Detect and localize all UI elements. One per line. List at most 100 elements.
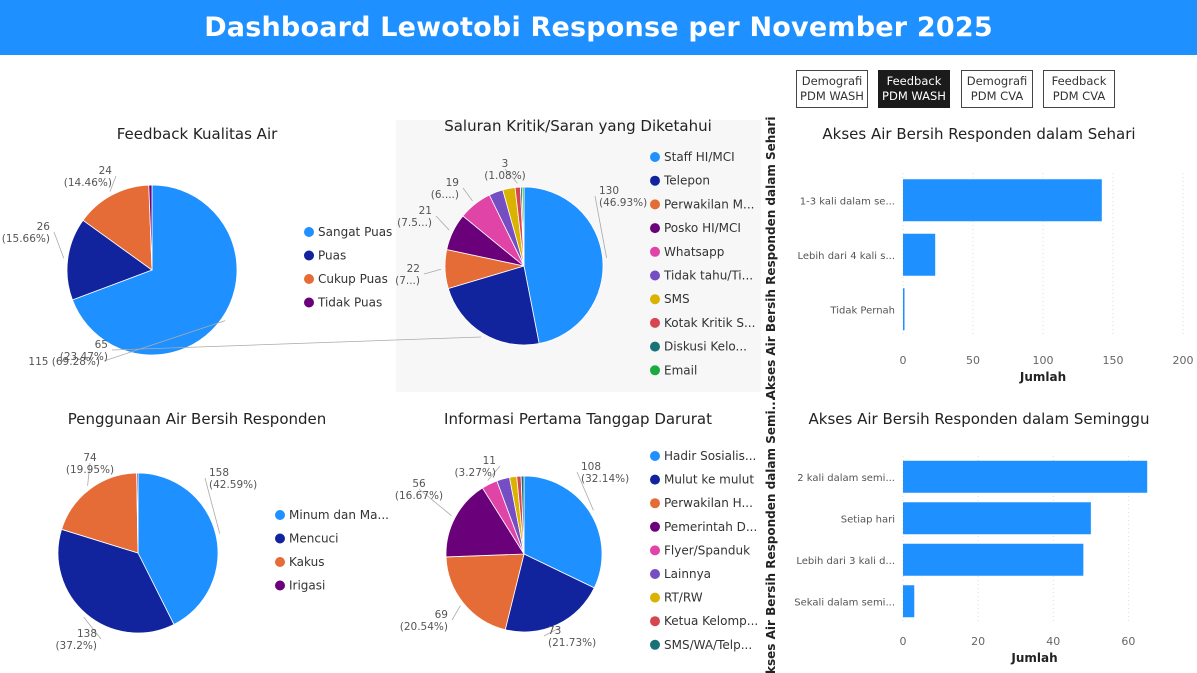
bar[interactable] [903, 543, 1084, 576]
legend-marker [275, 510, 285, 520]
data-label: 3 (1.08%) [484, 158, 526, 182]
category-label: Lebih dari 4 kali s... [798, 251, 896, 262]
bar[interactable] [903, 288, 905, 331]
legend-label[interactable]: Diskusi Kelo... [664, 340, 747, 354]
leader-line [87, 462, 91, 486]
legend-label[interactable]: Minum dan Ma... [289, 508, 389, 522]
leader-line [451, 605, 461, 621]
legend-marker [650, 246, 660, 257]
legend-label[interactable]: Sangat Puas [318, 225, 392, 239]
legend-marker [650, 498, 660, 509]
legend-marker [650, 592, 660, 603]
leader-line [103, 320, 226, 362]
legend-label[interactable]: Staff HI/MCI [664, 150, 735, 164]
pie-slice[interactable] [520, 475, 525, 555]
legend-marker [650, 199, 660, 210]
legend-marker [650, 451, 660, 461]
legend-marker [650, 152, 660, 162]
pie-slice[interactable] [523, 186, 604, 345]
pie-slice[interactable] [521, 186, 525, 267]
pie-slice[interactable] [61, 472, 139, 554]
tab-line1: Demografi [966, 74, 1028, 88]
legend-label[interactable]: Puas [318, 249, 346, 263]
legend-marker [275, 580, 285, 591]
akses-seminggu-chart: Akses Air Bersih Responden dalam Semingg… [764, 397, 1149, 673]
legend-label[interactable]: Ketua Kelomp... [664, 614, 758, 628]
legend-label[interactable]: Posko HI/MCI [664, 221, 741, 235]
legend-marker [650, 270, 660, 281]
legend-label[interactable]: Email [664, 363, 697, 377]
tab-feedback-pdm-wash[interactable]: Feedback PDM WASH [878, 70, 950, 108]
bar[interactable] [903, 502, 1091, 535]
data-label: 73 (21.73%) [548, 625, 596, 649]
pie-slice[interactable] [82, 184, 153, 271]
tab-line1: Feedback [886, 74, 942, 88]
leader-line [204, 477, 221, 534]
legend-label[interactable]: Pemerintah D... [664, 520, 757, 534]
legend-marker [650, 569, 660, 579]
legend-label[interactable]: Flyer/Spanduk [664, 543, 750, 557]
legend-label[interactable]: SMS/WA/Telp... [664, 638, 752, 652]
leader-line [423, 268, 442, 275]
legend-label[interactable]: Perwakilan H... [664, 496, 753, 510]
chart-title: Saluran Kritik/Saran yang Diketahui [444, 117, 712, 135]
leader-line [462, 187, 473, 202]
pie-slice[interactable] [447, 265, 540, 346]
pie-slice[interactable] [71, 184, 238, 356]
legend-label[interactable]: Whatsapp [664, 245, 724, 259]
legend-marker [650, 317, 660, 328]
tab-demografi-pdm-wash[interactable]: Demografi PDM WASH [796, 70, 868, 108]
legend-label[interactable]: Tidak Puas [317, 296, 382, 310]
legend-label[interactable]: Kotak Kritik S... [664, 316, 755, 330]
penggunaan-air-chart: Penggunaan Air Bersih Responden 158 (42.59… [55, 410, 389, 652]
leader-line [576, 471, 594, 511]
tab-line1: Demografi [801, 74, 863, 88]
pie-slice[interactable] [66, 219, 153, 301]
leader-line [418, 488, 452, 516]
leader-line [109, 175, 117, 192]
legend-label[interactable]: Tidak tahu/Ti... [663, 269, 753, 283]
pie-slice[interactable] [445, 553, 525, 631]
legend-label[interactable]: Cukup Puas [318, 272, 388, 286]
tab-feedback-pdm-cva[interactable]: Feedback PDM CVA [1043, 70, 1115, 108]
data-label: 56 (16.67%) [395, 478, 443, 502]
x-axis-label: Jumlah [1019, 370, 1066, 384]
bar[interactable] [903, 233, 936, 276]
data-label: 11 (3.27%) [454, 455, 496, 479]
pie-slice[interactable] [148, 184, 153, 271]
bar[interactable] [903, 585, 915, 618]
pie-slice[interactable] [523, 475, 603, 589]
legend-label[interactable]: Kakus [289, 555, 324, 569]
legend-marker [650, 545, 660, 556]
pie-slice[interactable] [137, 472, 219, 626]
chart-title: Feedback Kualitas Air [117, 125, 278, 143]
legend-label[interactable]: RT/RW [664, 591, 703, 605]
category-label: Lebih dari 3 kali d... [796, 556, 895, 567]
x-tick-label: 150 [1103, 354, 1124, 367]
data-label: 19 (6....) [431, 177, 459, 201]
pie-slice[interactable] [57, 528, 175, 634]
legend-label[interactable]: Irigasi [289, 579, 325, 593]
data-label: 115 (69.28%) [28, 356, 100, 368]
category-label: Setiap hari [841, 514, 895, 525]
y-axis-label: Akses Air Bersih Responden dalam Sehari [764, 117, 778, 400]
x-axis-label: Jumlah [1010, 651, 1057, 665]
bar[interactable] [903, 179, 1102, 222]
bar[interactable] [903, 460, 1148, 493]
legend-label[interactable]: SMS [664, 292, 690, 306]
pie-slice[interactable] [136, 472, 139, 554]
legend-label[interactable]: Hadir Sosialis... [664, 449, 756, 463]
x-tick-label: 0 [900, 635, 907, 648]
data-label: 26 (15.66%) [2, 221, 51, 245]
legend-marker [304, 227, 314, 237]
data-label: 22 (7...) [395, 263, 420, 287]
pie-slice[interactable] [504, 553, 595, 633]
legend-label[interactable]: Mulut ke mulut [664, 473, 754, 487]
legend-label[interactable]: Perwakilan M... [664, 197, 754, 211]
legend-label[interactable]: Mencuci [289, 532, 338, 546]
pie-slice[interactable] [445, 487, 525, 558]
x-tick-label: 50 [966, 354, 980, 367]
tab-demografi-pdm-cva[interactable]: Demografi PDM CVA [961, 70, 1033, 108]
legend-label[interactable]: Telepon [663, 174, 710, 188]
legend-label[interactable]: Lainnya [664, 567, 711, 581]
